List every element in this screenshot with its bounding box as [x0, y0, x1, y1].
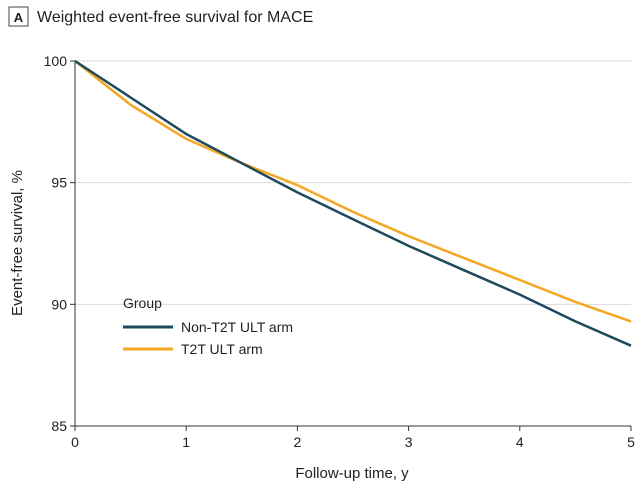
x-tick-label: 3: [405, 434, 413, 450]
y-tick-label: 90: [51, 296, 67, 312]
legend-title: Group: [123, 295, 162, 311]
legend: Group Non-T2T ULT arm T2T ULT arm: [123, 295, 293, 357]
legend-label-t2t: T2T ULT arm: [181, 341, 263, 357]
x-tick-label: 5: [627, 434, 635, 450]
series-line-t2t-ult-arm: [74, 60, 632, 323]
x-tick-label: 4: [516, 434, 524, 450]
y-tick-label: 85: [51, 418, 67, 434]
x-tick-label: 1: [182, 434, 190, 450]
y-axis-label: Event-free survival, %: [9, 170, 26, 316]
x-axis-label: Follow-up time, y: [295, 465, 409, 482]
panel-label: A: [14, 10, 24, 25]
x-tick-label: 2: [294, 434, 302, 450]
legend-label-non-t2t: Non-T2T ULT arm: [181, 319, 293, 335]
y-tick-label: 95: [51, 175, 67, 191]
chart-title: Weighted event-free survival for MACE: [37, 9, 313, 26]
y-tick-label: 100: [44, 53, 68, 69]
x-tick-label: 0: [71, 434, 79, 450]
panel-label-box: [8, 6, 29, 27]
series-line-non-t2t-ult-arm: [74, 59, 632, 347]
